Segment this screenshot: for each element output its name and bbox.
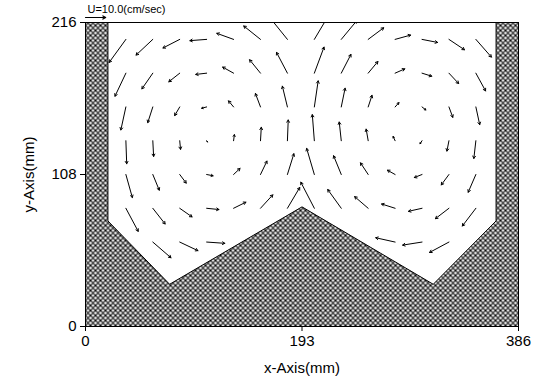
svg-text:x-Axis(mm): x-Axis(mm) [264,359,340,376]
svg-text:0: 0 [68,317,76,334]
svg-text:216: 216 [51,13,76,30]
svg-text:386: 386 [506,332,531,349]
svg-text:y-Axis(mm): y-Axis(mm) [20,137,37,213]
svg-text:108: 108 [51,165,76,182]
svg-text:0: 0 [81,332,89,349]
svg-text:U=10.0(cm/sec): U=10.0(cm/sec) [88,3,166,15]
svg-text:193: 193 [289,332,314,349]
